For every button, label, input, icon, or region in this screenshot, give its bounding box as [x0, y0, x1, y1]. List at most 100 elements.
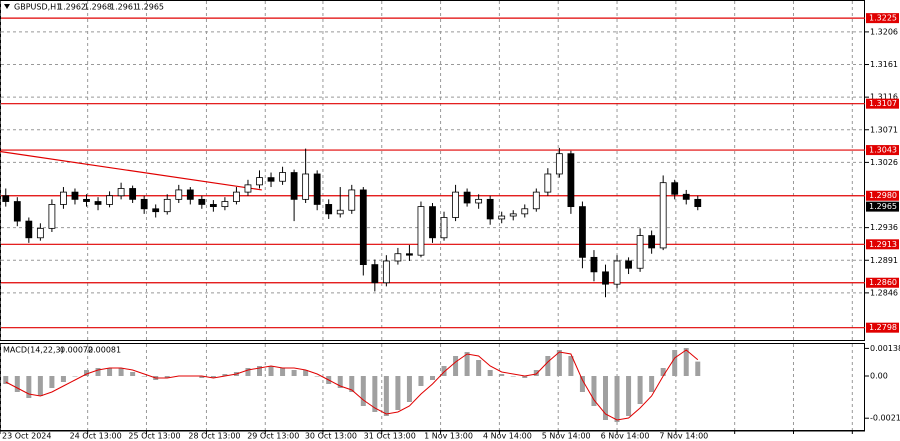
y-tick-label: 1.3071 — [870, 125, 898, 134]
macd-bar — [245, 368, 251, 376]
macd-bar — [268, 366, 274, 376]
macd-bar — [337, 376, 343, 388]
ohlc-readout: 1.2961 — [110, 3, 138, 12]
candle-body — [590, 256, 598, 273]
candle-body — [106, 195, 113, 205]
candle-body — [348, 189, 356, 211]
level-label-box — [866, 322, 899, 333]
x-tick-label: 1 Nov 13:00 — [424, 432, 473, 441]
candle-body — [233, 191, 240, 202]
candle-body — [659, 182, 667, 249]
x-tick-label: 25 Oct 13:00 — [128, 432, 180, 441]
candle-body — [83, 198, 90, 202]
macd-bar — [672, 350, 678, 376]
level-label: 1.2860 — [869, 278, 897, 287]
candle-body — [475, 198, 483, 204]
macd-bar — [372, 376, 378, 412]
x-tick-label: 6 Nov 14:00 — [601, 432, 650, 441]
macd-bar — [453, 356, 459, 376]
level-label: 1.3225 — [869, 14, 897, 23]
macd-bar — [314, 376, 320, 377]
x-tick-label: 30 Oct 13:00 — [305, 432, 357, 441]
macd-bar — [614, 376, 620, 422]
macd-bar — [533, 370, 539, 376]
y-tick-label: 1.2891 — [870, 256, 898, 265]
candle-body — [498, 215, 506, 220]
candle-body — [71, 191, 79, 200]
macd-bar — [280, 368, 286, 376]
macd-bar — [406, 376, 412, 402]
candle-body — [394, 253, 402, 262]
macd-bar — [649, 376, 655, 392]
candle-body — [94, 201, 102, 205]
candle-body — [486, 198, 494, 220]
macd-bar — [568, 356, 574, 376]
candle-body — [602, 271, 609, 285]
macd-bar — [579, 376, 585, 392]
trend-line — [0, 150, 262, 191]
macd-bar — [3, 376, 9, 384]
candle-body — [625, 260, 632, 269]
macd-bar — [556, 350, 562, 376]
macd-bar — [72, 376, 78, 377]
macd-bar — [199, 376, 205, 378]
macd-bar — [222, 374, 228, 376]
candle-body — [429, 206, 436, 239]
macd-bar — [107, 368, 113, 376]
candle-body — [267, 177, 275, 182]
candle-body — [256, 177, 263, 186]
candle-body — [209, 204, 217, 208]
macd-bar — [360, 376, 366, 406]
macd-bar — [660, 368, 666, 376]
level-label-box — [866, 13, 899, 24]
candle-body — [382, 260, 390, 284]
x-tick-label: 5 Nov 14:00 — [542, 432, 591, 441]
candle-body — [175, 189, 183, 200]
macd-bar — [130, 372, 136, 376]
macd-bar — [60, 376, 66, 382]
candle-body — [221, 201, 229, 208]
candle-body — [302, 173, 310, 200]
candle-body — [60, 191, 67, 205]
macd-bar — [591, 376, 597, 406]
menu-arrow — [4, 4, 10, 9]
x-tick-label: 31 Oct 13:00 — [364, 432, 416, 441]
candle-body — [336, 209, 344, 215]
macd-bar — [637, 376, 643, 404]
macd-bar — [118, 368, 124, 376]
macd-bar — [499, 374, 505, 376]
ohlc-readout: 1.2962 — [58, 3, 86, 12]
candle-body — [371, 264, 379, 284]
candle-body — [25, 220, 33, 239]
x-tick-label: 7 Nov 14:00 — [659, 432, 708, 441]
macd-readout: 0.00072 — [60, 346, 93, 355]
candle-body — [279, 172, 286, 182]
ohlc-readout: 1.2965 — [136, 3, 164, 12]
candle-body — [313, 173, 321, 205]
candle-body — [325, 204, 333, 215]
y-tick-label: 0.00 — [870, 372, 888, 381]
candle-body — [129, 188, 137, 200]
macd-bar — [683, 348, 689, 376]
candle-body — [648, 235, 656, 249]
candle-body — [463, 191, 471, 204]
macd-bar — [210, 376, 216, 378]
y-tick-label: 1.2936 — [870, 223, 898, 232]
candle-body — [406, 253, 413, 256]
x-tick-label: 4 Nov 14:00 — [483, 432, 532, 441]
candle-body — [671, 182, 679, 195]
candle-body — [290, 172, 298, 200]
candle-body — [636, 235, 644, 269]
macd-bar — [257, 366, 262, 376]
macd-bar — [522, 376, 528, 378]
current-price-box — [866, 201, 899, 212]
level-label: 1.3043 — [869, 146, 897, 155]
macd-bar — [441, 366, 447, 376]
macd-bar — [84, 370, 89, 376]
y-tick-label: 1.3161 — [870, 60, 898, 69]
macd-bar — [545, 356, 551, 376]
y-tick-label: 1.3026 — [870, 158, 898, 167]
macd-bar — [141, 376, 147, 377]
macd-bar — [349, 376, 355, 392]
